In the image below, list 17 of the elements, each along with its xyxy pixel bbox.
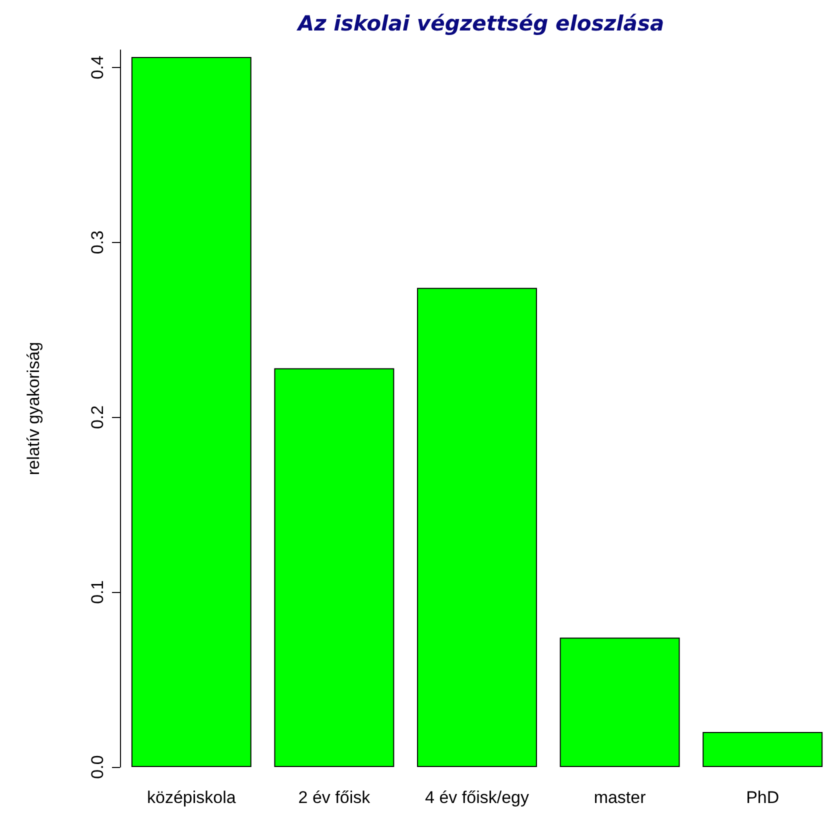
bar [702,732,823,767]
chart-title: Az iskolai végzettség eloszlása [296,12,664,36]
y-tick-label: 0.1 [88,580,107,604]
y-tick-label: 0.0 [88,755,107,779]
x-tick-label: master [594,788,646,807]
bar [560,638,680,767]
x-tick-label: 4 év főisk/egy [425,788,530,807]
y-tick-label: 0.3 [88,230,107,254]
bar [274,368,394,767]
bar [417,288,537,767]
y-tick-label: 0.2 [88,405,107,430]
x-tick-label: PhD [746,788,780,807]
y-tick-label: 0.4 [88,56,107,80]
x-tick-label: középiskola [146,788,236,807]
y-axis-title: relatív gyakoriság [24,342,43,476]
bar [131,56,252,767]
x-tick-label: 2 év főisk [298,788,371,807]
